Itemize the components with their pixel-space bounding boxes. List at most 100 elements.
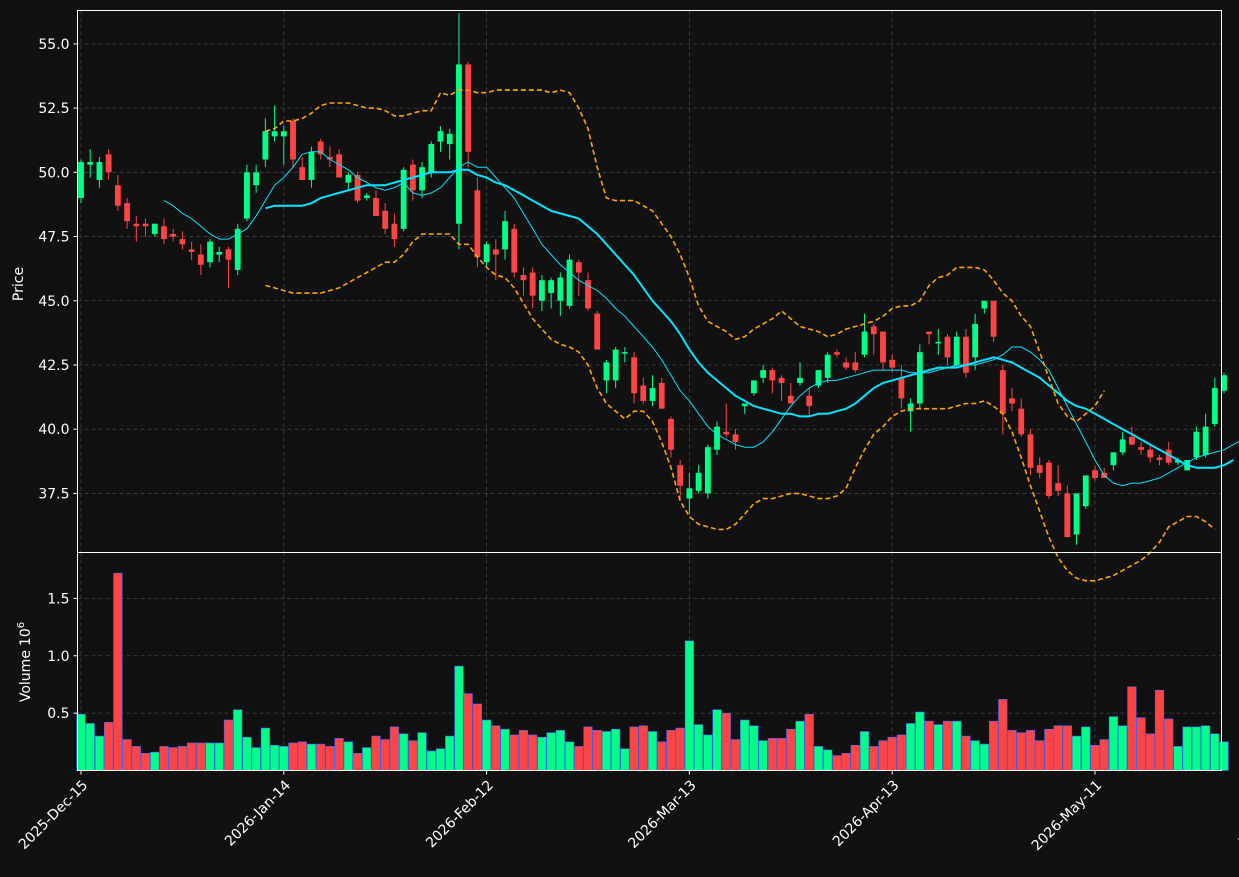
volume-bar	[1008, 730, 1017, 770]
volume-bar	[1211, 734, 1220, 771]
candle-body	[115, 185, 121, 206]
volume-bar	[667, 730, 676, 770]
volume-bar	[206, 743, 215, 771]
candle-body	[78, 162, 84, 198]
candle-body	[133, 224, 139, 227]
candle-body	[1221, 375, 1227, 390]
candle-body	[935, 342, 941, 344]
volume-tick-label: 1.5	[47, 591, 69, 607]
volume-bar	[621, 749, 630, 771]
volume-bar	[879, 741, 888, 771]
candle-body	[1092, 470, 1098, 478]
volume-bar	[455, 666, 464, 770]
candle-body	[87, 162, 93, 165]
candle-body	[198, 255, 204, 265]
volume-axis-label: Volume106	[16, 622, 34, 702]
candle-body	[373, 198, 379, 216]
volume-bar	[1201, 726, 1210, 771]
volume-bar	[759, 741, 768, 771]
price-axis-label: Price	[11, 267, 27, 301]
volume-bar	[233, 710, 242, 771]
volume-bar	[943, 721, 952, 770]
candle-body	[972, 324, 978, 357]
volume-bar	[160, 746, 169, 770]
volume-bar	[473, 704, 482, 771]
volume-bar	[123, 740, 132, 771]
volume-bar	[639, 726, 648, 771]
candle-body	[742, 404, 748, 407]
volume-bar	[492, 726, 501, 771]
candle-body	[769, 370, 775, 380]
volume-axis-label-exponent: 6	[16, 622, 27, 628]
candle-body	[1064, 493, 1070, 537]
volume-bar	[169, 748, 178, 771]
candle-body	[834, 352, 840, 355]
volume-bar	[842, 753, 851, 770]
candle-body	[465, 64, 471, 151]
volume-bar	[786, 729, 795, 770]
candle-body	[143, 224, 149, 227]
volume-bar	[178, 746, 187, 770]
volume-bar	[1128, 687, 1137, 771]
candle-body	[179, 239, 185, 244]
price-tick-label: 42.5	[38, 358, 69, 374]
candle-body	[1055, 483, 1061, 491]
volume-bar	[768, 738, 777, 770]
candle-body	[309, 152, 315, 180]
volume-bar	[547, 733, 556, 771]
volume-bar	[326, 746, 335, 770]
candle-body	[97, 162, 103, 180]
volume-bar	[906, 723, 915, 770]
volume-bar	[279, 746, 288, 770]
volume-bar	[1192, 727, 1201, 771]
candle-body	[576, 262, 582, 272]
candle-body	[244, 172, 250, 218]
candle-body	[806, 396, 812, 406]
candle-body	[493, 249, 499, 254]
volume-bar	[482, 720, 491, 770]
volume-bar	[574, 746, 583, 770]
volume-bar	[1063, 726, 1072, 771]
volume-bar	[593, 730, 602, 770]
candle-body	[991, 301, 997, 337]
volume-bar	[289, 743, 298, 771]
volume-bar	[704, 735, 713, 771]
volume-bar	[565, 742, 574, 771]
volume-bar	[307, 744, 316, 770]
candle-body	[438, 131, 444, 141]
candle-body	[954, 337, 960, 365]
candle-body	[1028, 434, 1034, 467]
candle-body	[216, 252, 222, 255]
candle-body	[668, 419, 674, 450]
volume-bar	[731, 740, 740, 771]
candle-body	[926, 332, 932, 335]
candle-body	[1000, 370, 1006, 414]
candle-body	[1046, 463, 1052, 496]
candle-body	[419, 167, 425, 190]
volume-bar	[1100, 740, 1109, 771]
candle-body	[1129, 437, 1135, 445]
volume-bar	[584, 727, 593, 771]
volume-tick-label: 1.0	[47, 649, 69, 665]
volume-bar	[1146, 734, 1155, 771]
volume-bar	[1109, 717, 1118, 771]
volume-bar	[86, 723, 95, 770]
candle-body	[945, 337, 951, 358]
candle-body	[530, 273, 536, 296]
price-tick-label: 47.5	[38, 230, 69, 246]
volume-bar	[611, 729, 620, 770]
candle-body	[253, 172, 259, 185]
volume-bar	[1118, 726, 1127, 771]
candle-body	[207, 242, 213, 263]
price-tick-label: 55.0	[38, 37, 69, 53]
volume-bar	[999, 699, 1008, 770]
volume-bar	[132, 746, 141, 770]
candle-body	[1074, 493, 1080, 534]
candle-body	[917, 352, 923, 403]
volume-bar	[270, 745, 279, 770]
volume-bar	[372, 736, 381, 770]
candle-body	[788, 396, 794, 404]
candle-body	[640, 386, 646, 401]
volume-bar	[713, 710, 722, 771]
volume-tick-label: 0.5	[47, 706, 69, 722]
